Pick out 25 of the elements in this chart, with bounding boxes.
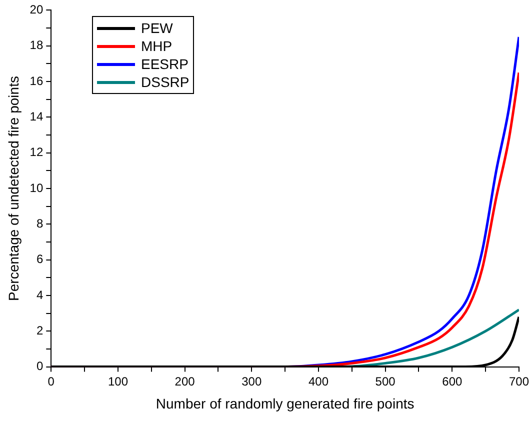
- x-tick-label: 200: [174, 374, 196, 388]
- y-tick-label: 20: [30, 2, 44, 17]
- x-tick-label: 300: [242, 374, 262, 388]
- y-tick-label: 16: [30, 74, 44, 88]
- y-tick-label: 14: [30, 109, 44, 124]
- y-tick-label: 18: [30, 38, 44, 52]
- y-tick-label: 4: [36, 288, 44, 302]
- x-tick-label: 400: [308, 374, 329, 388]
- y-tick-label: 0: [36, 359, 44, 374]
- y-tick-label: 2: [36, 323, 44, 338]
- legend-label: MHP: [141, 38, 172, 54]
- x-tick-label: 700: [508, 374, 530, 388]
- legend-label: PEW: [141, 20, 173, 36]
- y-tick-label: 10: [30, 180, 44, 195]
- legend-label: DSSRP: [141, 74, 190, 90]
- x-tick-label: 500: [375, 374, 396, 388]
- x-tick-label: 600: [442, 374, 462, 388]
- y-axis-title: Percentage of undetected fire points: [5, 76, 22, 301]
- x-tick-label: 0: [48, 374, 55, 388]
- y-tick-label: 12: [30, 145, 44, 160]
- y-tick-label: 8: [36, 216, 44, 230]
- y-tick-label: 6: [36, 252, 44, 266]
- x-axis-title: Number of randomly generated fire points: [156, 395, 414, 412]
- x-tick-label: 100: [108, 374, 128, 388]
- legend-label: EESRP: [141, 56, 188, 72]
